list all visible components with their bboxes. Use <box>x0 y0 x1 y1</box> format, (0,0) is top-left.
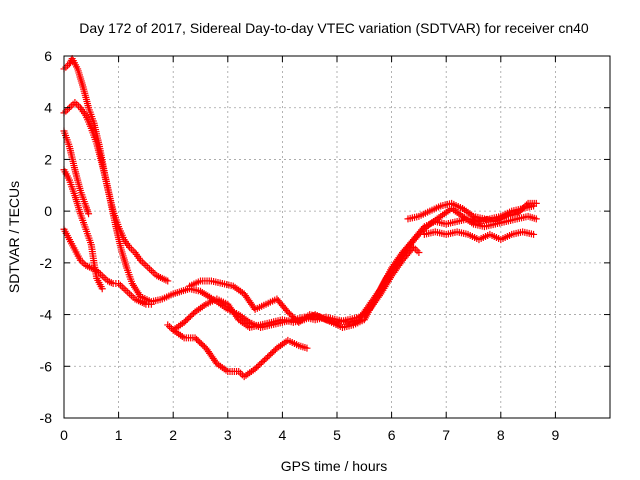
gridlines <box>64 56 610 418</box>
series-arc-9 <box>404 199 540 225</box>
data-point-marker <box>284 308 292 316</box>
data-point-marker <box>530 230 538 238</box>
data-point-marker <box>254 362 262 370</box>
y-tick-label: -8 <box>40 410 53 426</box>
data-point-marker <box>532 215 540 223</box>
data-point-marker <box>287 311 295 319</box>
x-tick-label: 6 <box>388 427 396 443</box>
series-arc-3 <box>60 127 93 218</box>
data-point-marker <box>289 312 297 320</box>
data-point-marker <box>253 363 261 371</box>
data-point-marker <box>523 201 531 209</box>
x-tick-label: 2 <box>169 427 177 443</box>
series-arc-4 <box>60 166 106 293</box>
data-point-marker <box>196 338 204 346</box>
data-point-marker <box>188 311 196 319</box>
series-arc-2 <box>60 99 172 285</box>
y-axis-label: SDTVAR / TECUs <box>6 181 22 293</box>
axis-ticks: 0 1 2 3 4 5 6 7 8 9 -8 -6 -4 -2 0 2 4 6 <box>40 48 610 443</box>
data-point-marker <box>421 225 429 233</box>
data-point-marker <box>285 309 293 317</box>
data-point-marker <box>518 205 526 213</box>
data-point-marker <box>303 344 311 352</box>
data-point-marker <box>415 249 423 257</box>
data-point-marker <box>264 353 272 361</box>
x-tick-label: 0 <box>60 427 68 443</box>
y-tick-label: 6 <box>44 48 52 64</box>
data-point-marker <box>516 207 524 215</box>
data-point-marker <box>521 202 529 210</box>
data-point-marker <box>416 229 424 237</box>
data-point-marker <box>423 223 431 231</box>
y-tick-label: -6 <box>40 358 53 374</box>
y-tick-label: 4 <box>44 100 52 116</box>
x-axis-label: GPS time / hours <box>281 458 388 474</box>
data-point-marker <box>194 337 202 345</box>
data-point-marker <box>251 365 259 373</box>
x-tick-label: 3 <box>224 427 232 443</box>
data-point-marker <box>180 318 188 326</box>
data-point-marker <box>420 226 428 234</box>
data-point-marker <box>193 335 201 343</box>
data-point-marker <box>98 285 106 293</box>
y-tick-label: -4 <box>40 307 53 323</box>
data-point-marker <box>164 277 172 285</box>
data-point-marker <box>513 210 521 218</box>
data-point-marker <box>256 360 264 368</box>
data-point-marker <box>185 314 193 322</box>
data-point-marker <box>259 357 267 365</box>
data-point-marker <box>197 340 205 348</box>
series-arc-8 <box>186 205 540 331</box>
data-point-marker <box>186 312 194 320</box>
data-point-marker <box>270 347 278 355</box>
data-series <box>60 55 540 381</box>
data-point-marker <box>292 315 300 323</box>
data-point-marker <box>262 355 270 363</box>
x-tick-label: 8 <box>497 427 505 443</box>
y-tick-label: 2 <box>44 151 52 167</box>
data-point-marker <box>85 210 93 218</box>
data-point-marker <box>212 358 220 366</box>
x-tick-label: 5 <box>333 427 341 443</box>
data-point-marker <box>265 352 273 360</box>
data-point-marker <box>182 317 190 325</box>
data-point-marker <box>519 204 527 212</box>
chart-title: Day 172 of 2017, Sidereal Day-to-day VTE… <box>79 20 589 36</box>
x-tick-label: 9 <box>552 427 560 443</box>
x-tick-label: 1 <box>115 427 123 443</box>
data-point-marker <box>532 199 540 207</box>
y-tick-label: 0 <box>44 203 52 219</box>
x-tick-label: 7 <box>442 427 450 443</box>
data-point-marker <box>290 314 298 322</box>
data-point-marker <box>191 334 199 342</box>
data-point-marker <box>147 300 155 308</box>
data-point-marker <box>267 350 275 358</box>
series-arc-5 <box>60 225 155 308</box>
x-tick-label: 4 <box>279 427 287 443</box>
data-point-marker <box>515 208 523 216</box>
series-arc-10 <box>420 228 538 244</box>
data-point-marker <box>268 349 276 357</box>
y-tick-label: -2 <box>40 255 53 271</box>
data-point-marker <box>257 359 265 367</box>
data-point-marker <box>234 314 242 322</box>
data-point-marker <box>183 315 191 323</box>
data-point-marker <box>199 341 207 349</box>
series-arc-7 <box>169 243 423 334</box>
data-point-marker <box>260 356 268 364</box>
